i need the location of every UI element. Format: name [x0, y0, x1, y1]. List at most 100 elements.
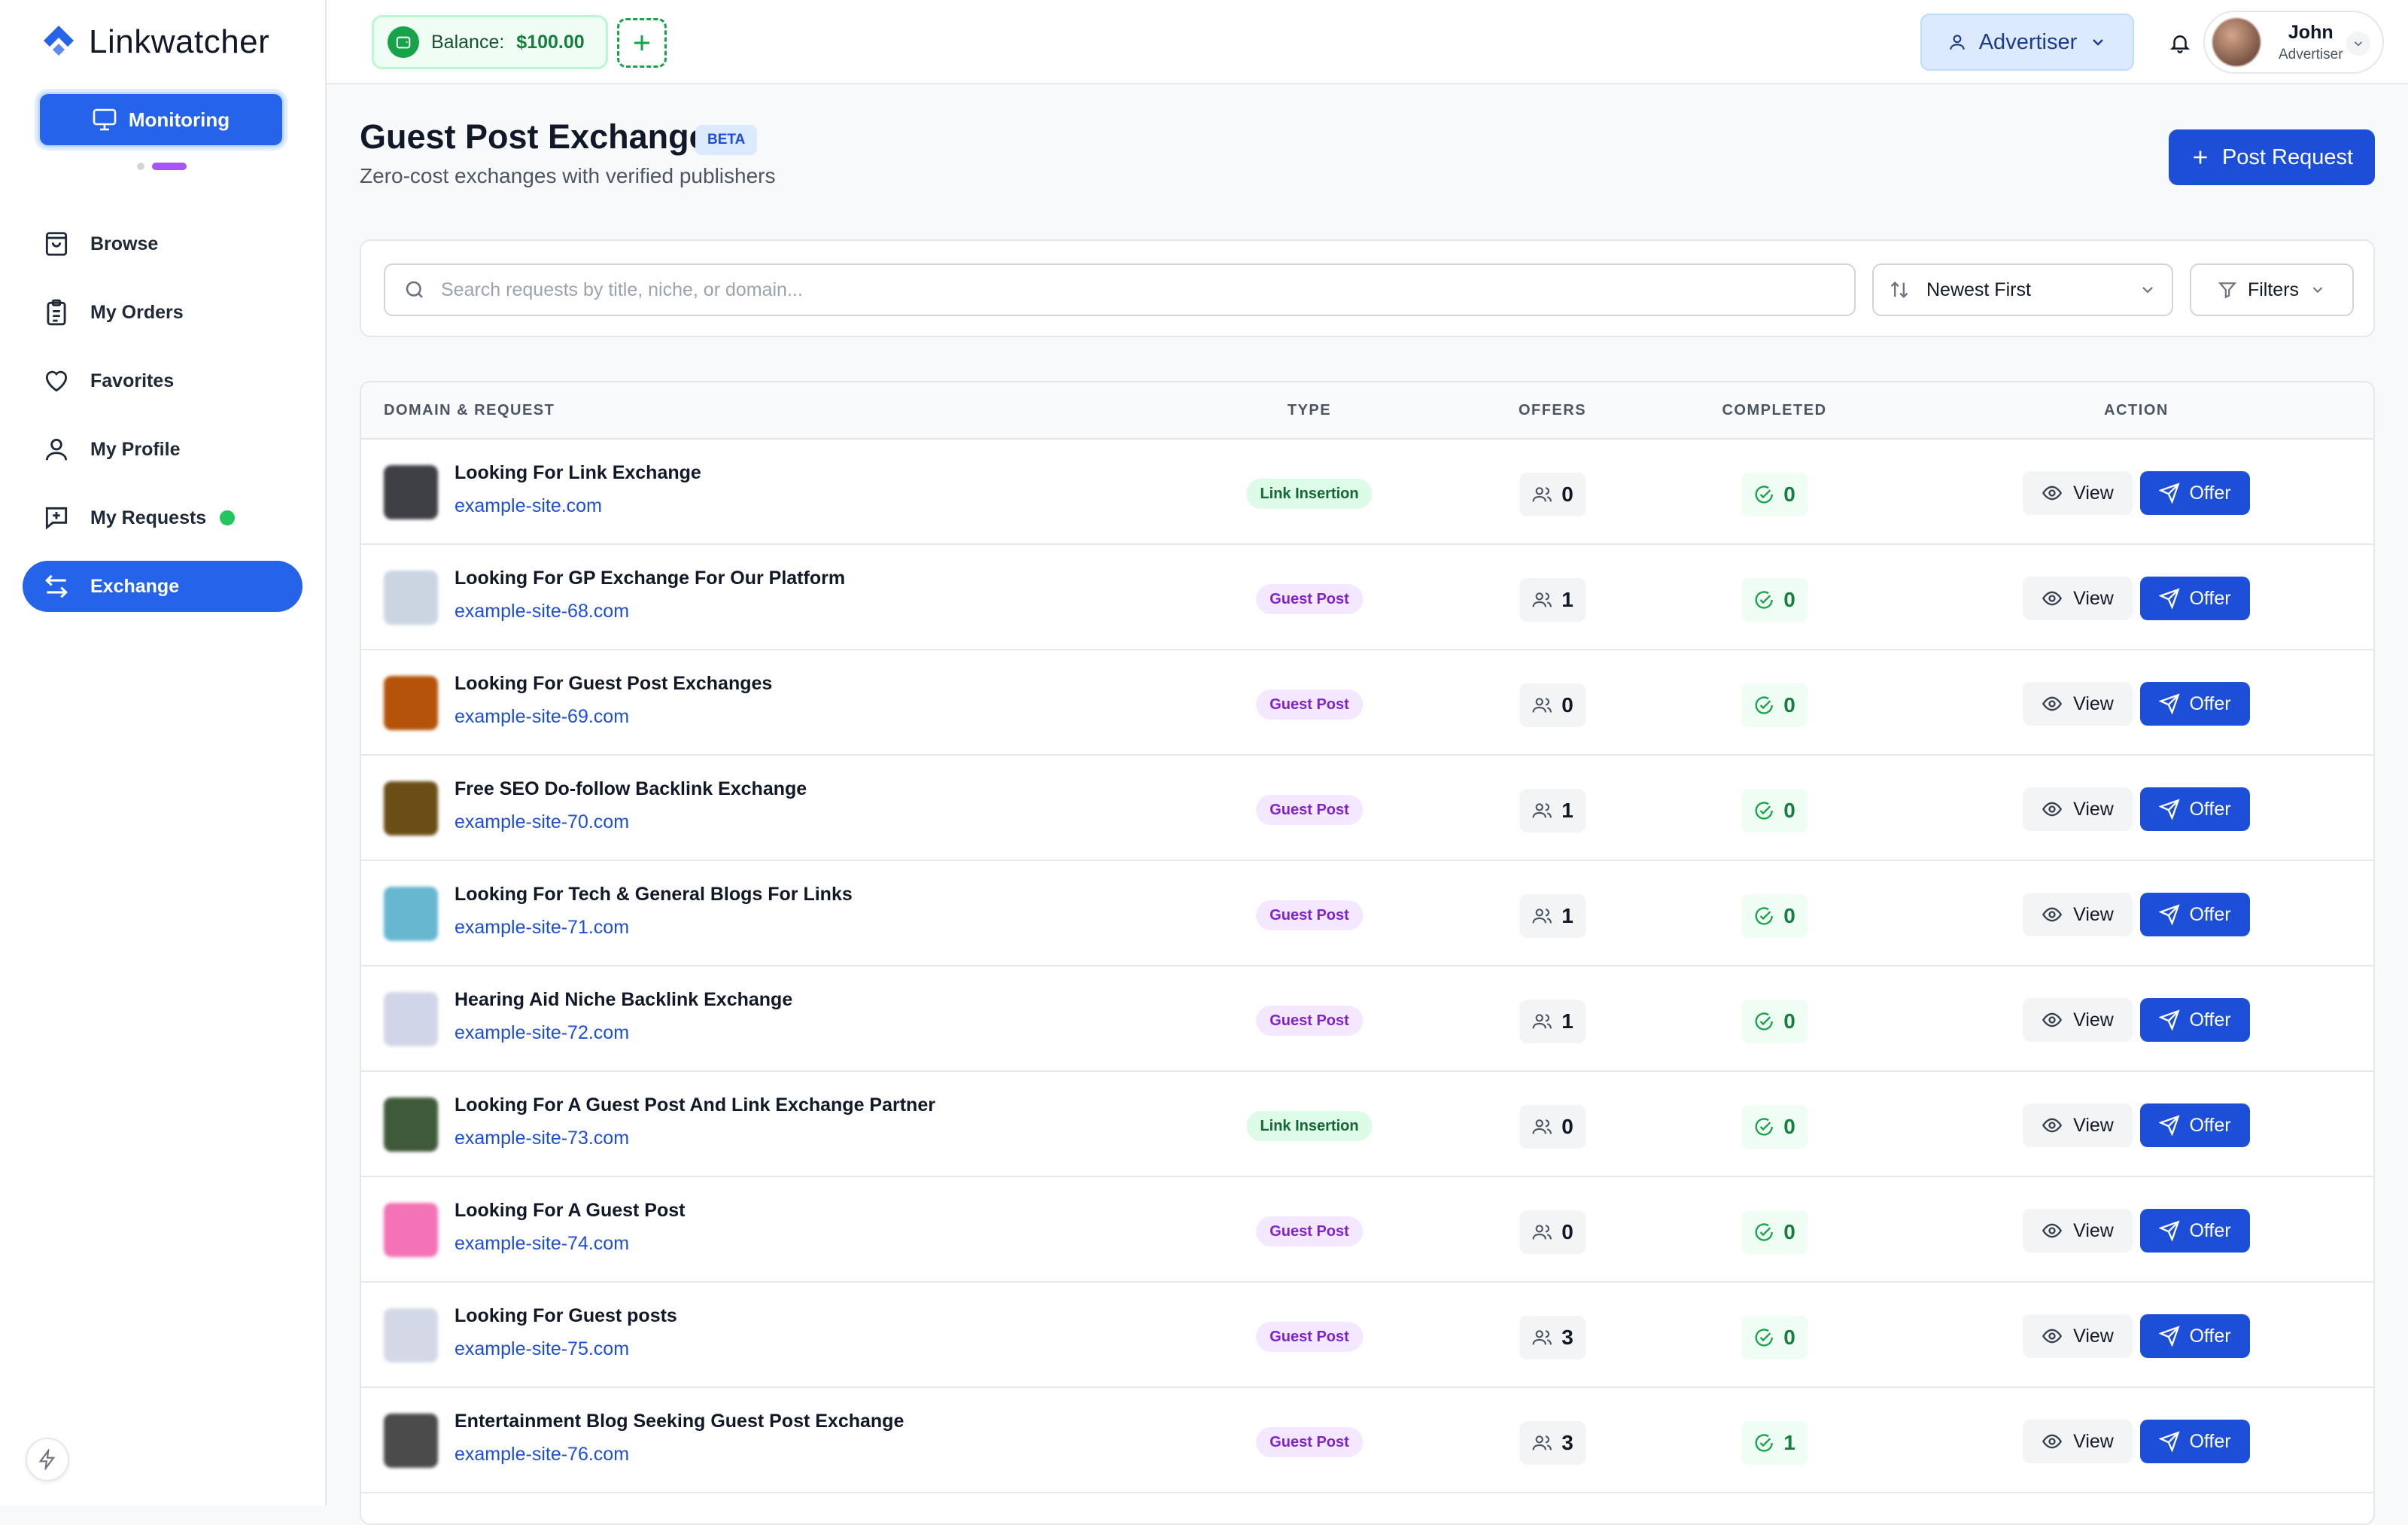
page-subtitle: Zero-cost exchanges with verified publis… — [360, 164, 776, 187]
view-label: View — [2073, 692, 2114, 714]
user-menu[interactable]: John Advertiser — [2203, 11, 2384, 74]
request-domain-link[interactable]: example-site-68.com — [455, 601, 630, 622]
sidebar-item-exchange[interactable]: Exchange — [23, 561, 303, 612]
request-domain-link[interactable]: example-site.com — [455, 495, 602, 516]
table-row[interactable]: Looking For Link Exchange example-site.c… — [361, 440, 2373, 545]
offer-button[interactable]: Offer — [2140, 577, 2250, 620]
check-circle-icon — [1755, 486, 1773, 504]
sidebar-item-my-profile[interactable]: My Profile — [23, 424, 303, 475]
request-title[interactable]: Looking For GP Exchange For Our Platform — [455, 568, 846, 589]
monitoring-button[interactable]: Monitoring — [38, 92, 284, 148]
offer-button[interactable]: Offer — [2140, 1314, 2250, 1358]
offer-button[interactable]: Offer — [2140, 1103, 2250, 1147]
completed-value: 0 — [1783, 1220, 1795, 1243]
chevron-down-icon — [2312, 287, 2323, 294]
sidebar-item-my-requests[interactable]: My Requests — [23, 492, 303, 543]
user-role: Advertiser — [2279, 46, 2343, 62]
table-row[interactable]: Looking For A Guest Post example-site-74… — [361, 1177, 2373, 1283]
request-domain-link[interactable]: example-site-73.com — [455, 1128, 630, 1149]
balance-display[interactable]: Balance: $100.00 — [372, 15, 608, 69]
request-title[interactable]: Entertainment Blog Seeking Guest Post Ex… — [455, 1411, 905, 1432]
post-request-button[interactable]: Post Request — [2169, 129, 2375, 185]
request-domain-link[interactable]: example-site-71.com — [455, 917, 630, 938]
offer-button[interactable]: Offer — [2140, 471, 2250, 515]
table-row[interactable]: Looking For Guest posts example-site-75.… — [361, 1283, 2373, 1388]
site-thumbnail — [384, 1308, 438, 1362]
role-switcher[interactable]: Advertiser — [1920, 14, 2134, 71]
request-domain-link[interactable]: example-site-70.com — [455, 811, 630, 833]
view-button[interactable]: View — [2023, 1209, 2133, 1253]
search-input[interactable] — [441, 279, 1795, 301]
request-title[interactable]: Free SEO Do-follow Backlink Exchange — [455, 778, 807, 799]
view-button[interactable]: View — [2023, 893, 2133, 936]
table-row[interactable]: Looking For A Guest Post And Link Exchan… — [361, 1072, 2373, 1177]
filters-button[interactable]: Filters — [2190, 263, 2354, 316]
user-name: John — [2288, 21, 2334, 43]
view-button[interactable]: View — [2023, 1103, 2133, 1147]
completed-value: 0 — [1783, 1009, 1795, 1033]
column-header-completed[interactable]: COMPLETED — [1722, 402, 1827, 419]
view-button[interactable]: View — [2023, 787, 2133, 831]
request-title[interactable]: Looking For Tech & General Blogs For Lin… — [455, 884, 853, 905]
view-button[interactable]: View — [2023, 1314, 2133, 1358]
sort-value: Newest First — [1926, 279, 2031, 300]
linkwatcher-logo-icon — [44, 26, 74, 56]
request-title[interactable]: Looking For Guest Post Exchanges — [455, 673, 773, 694]
quick-action-button[interactable] — [26, 1438, 69, 1481]
offer-button[interactable]: Offer — [2140, 893, 2250, 936]
offer-button[interactable]: Offer — [2140, 998, 2250, 1042]
request-domain-link[interactable]: example-site-72.com — [455, 1022, 630, 1043]
users-icon — [1532, 1435, 1552, 1450]
user-info: John Advertiser — [2279, 22, 2343, 63]
eye-icon — [2042, 486, 2063, 501]
request-title[interactable]: Looking For A Guest Post And Link Exchan… — [455, 1094, 935, 1116]
offer-button[interactable]: Offer — [2140, 1209, 2250, 1253]
indicator-dot-active[interactable] — [152, 163, 187, 170]
sidebar-item-browse[interactable]: Browse — [23, 218, 303, 269]
sidebar-item-favorites[interactable]: Favorites — [23, 355, 303, 406]
notifications-button[interactable] — [2163, 26, 2197, 60]
table-row[interactable]: Entertainment Blog Seeking Guest Post Ex… — [361, 1388, 2373, 1493]
send-icon — [2159, 1220, 2181, 1241]
search-icon — [406, 281, 423, 298]
request-domain-link[interactable]: example-site-76.com — [455, 1444, 630, 1465]
completed-count: 0 — [1741, 894, 1808, 938]
table-row[interactable]: Free SEO Do-follow Backlink Exchange exa… — [361, 756, 2373, 861]
table-row[interactable]: Looking For Tech & General Blogs For Lin… — [361, 861, 2373, 966]
offer-button[interactable]: Offer — [2140, 787, 2250, 831]
column-header-domain[interactable]: DOMAIN & REQUEST — [384, 402, 555, 419]
column-header-offers[interactable]: OFFERS — [1518, 402, 1587, 419]
brand-logo[interactable]: Linkwatcher — [39, 23, 269, 62]
view-button[interactable]: View — [2023, 471, 2133, 515]
request-title[interactable]: Looking For A Guest Post — [455, 1200, 686, 1221]
chevron-down-icon — [2093, 39, 2104, 46]
table-row[interactable]: Hearing Aid Niche Backlink Exchange exam… — [361, 966, 2373, 1072]
request-domain-link[interactable]: example-site-74.com — [455, 1233, 630, 1254]
table-row[interactable]: Looking For Guest Post Exchanges example… — [361, 650, 2373, 756]
request-title[interactable]: Looking For Guest posts — [455, 1305, 677, 1326]
indicator-dot[interactable] — [137, 163, 144, 170]
column-header-action[interactable]: ACTION — [2104, 402, 2169, 419]
request-title[interactable]: Hearing Aid Niche Backlink Exchange — [455, 989, 793, 1010]
view-button[interactable]: View — [2023, 577, 2133, 620]
offers-count: 3 — [1519, 1421, 1586, 1465]
add-balance-button[interactable] — [617, 18, 667, 68]
column-header-type[interactable]: TYPE — [1287, 402, 1332, 419]
offer-button[interactable]: Offer — [2140, 682, 2250, 726]
sort-select[interactable]: Newest First — [1872, 263, 2173, 316]
request-domain-link[interactable]: example-site-75.com — [455, 1338, 630, 1359]
plus-icon — [2194, 151, 2207, 164]
message-plus-icon — [45, 507, 68, 530]
view-button[interactable]: View — [2023, 1420, 2133, 1463]
view-button[interactable]: View — [2023, 682, 2133, 726]
sidebar-item-my-orders[interactable]: My Orders — [23, 287, 303, 338]
type-badge: Guest Post — [1256, 689, 1363, 720]
request-title[interactable]: Looking For Link Exchange — [455, 462, 701, 483]
request-domain-link[interactable]: example-site-69.com — [455, 706, 630, 727]
view-button[interactable]: View — [2023, 998, 2133, 1042]
search-box[interactable] — [384, 263, 1856, 316]
send-icon — [2159, 1009, 2181, 1030]
table-row[interactable]: Looking For GP Exchange For Our Platform… — [361, 545, 2373, 650]
send-icon — [2159, 693, 2181, 714]
offer-button[interactable]: Offer — [2140, 1420, 2250, 1463]
